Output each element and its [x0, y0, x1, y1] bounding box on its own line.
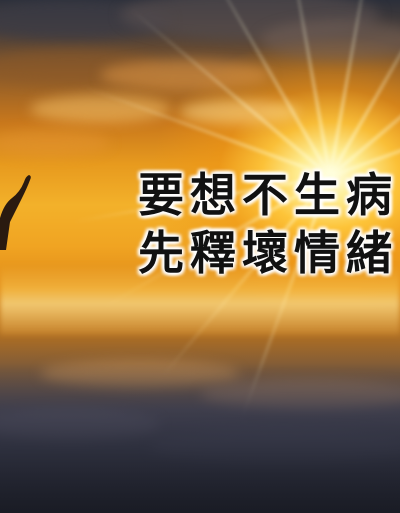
dark-water [0, 363, 400, 513]
caption-line-2: 先釋壞情緒 [138, 226, 398, 280]
sea-reflection [0, 265, 400, 335]
calligraphy-caption: 要想不生病 先釋壞情緒 [138, 166, 400, 282]
raised-arm-silhouette-icon [0, 175, 31, 250]
caption-line-1: 要想不生病 [138, 168, 398, 222]
